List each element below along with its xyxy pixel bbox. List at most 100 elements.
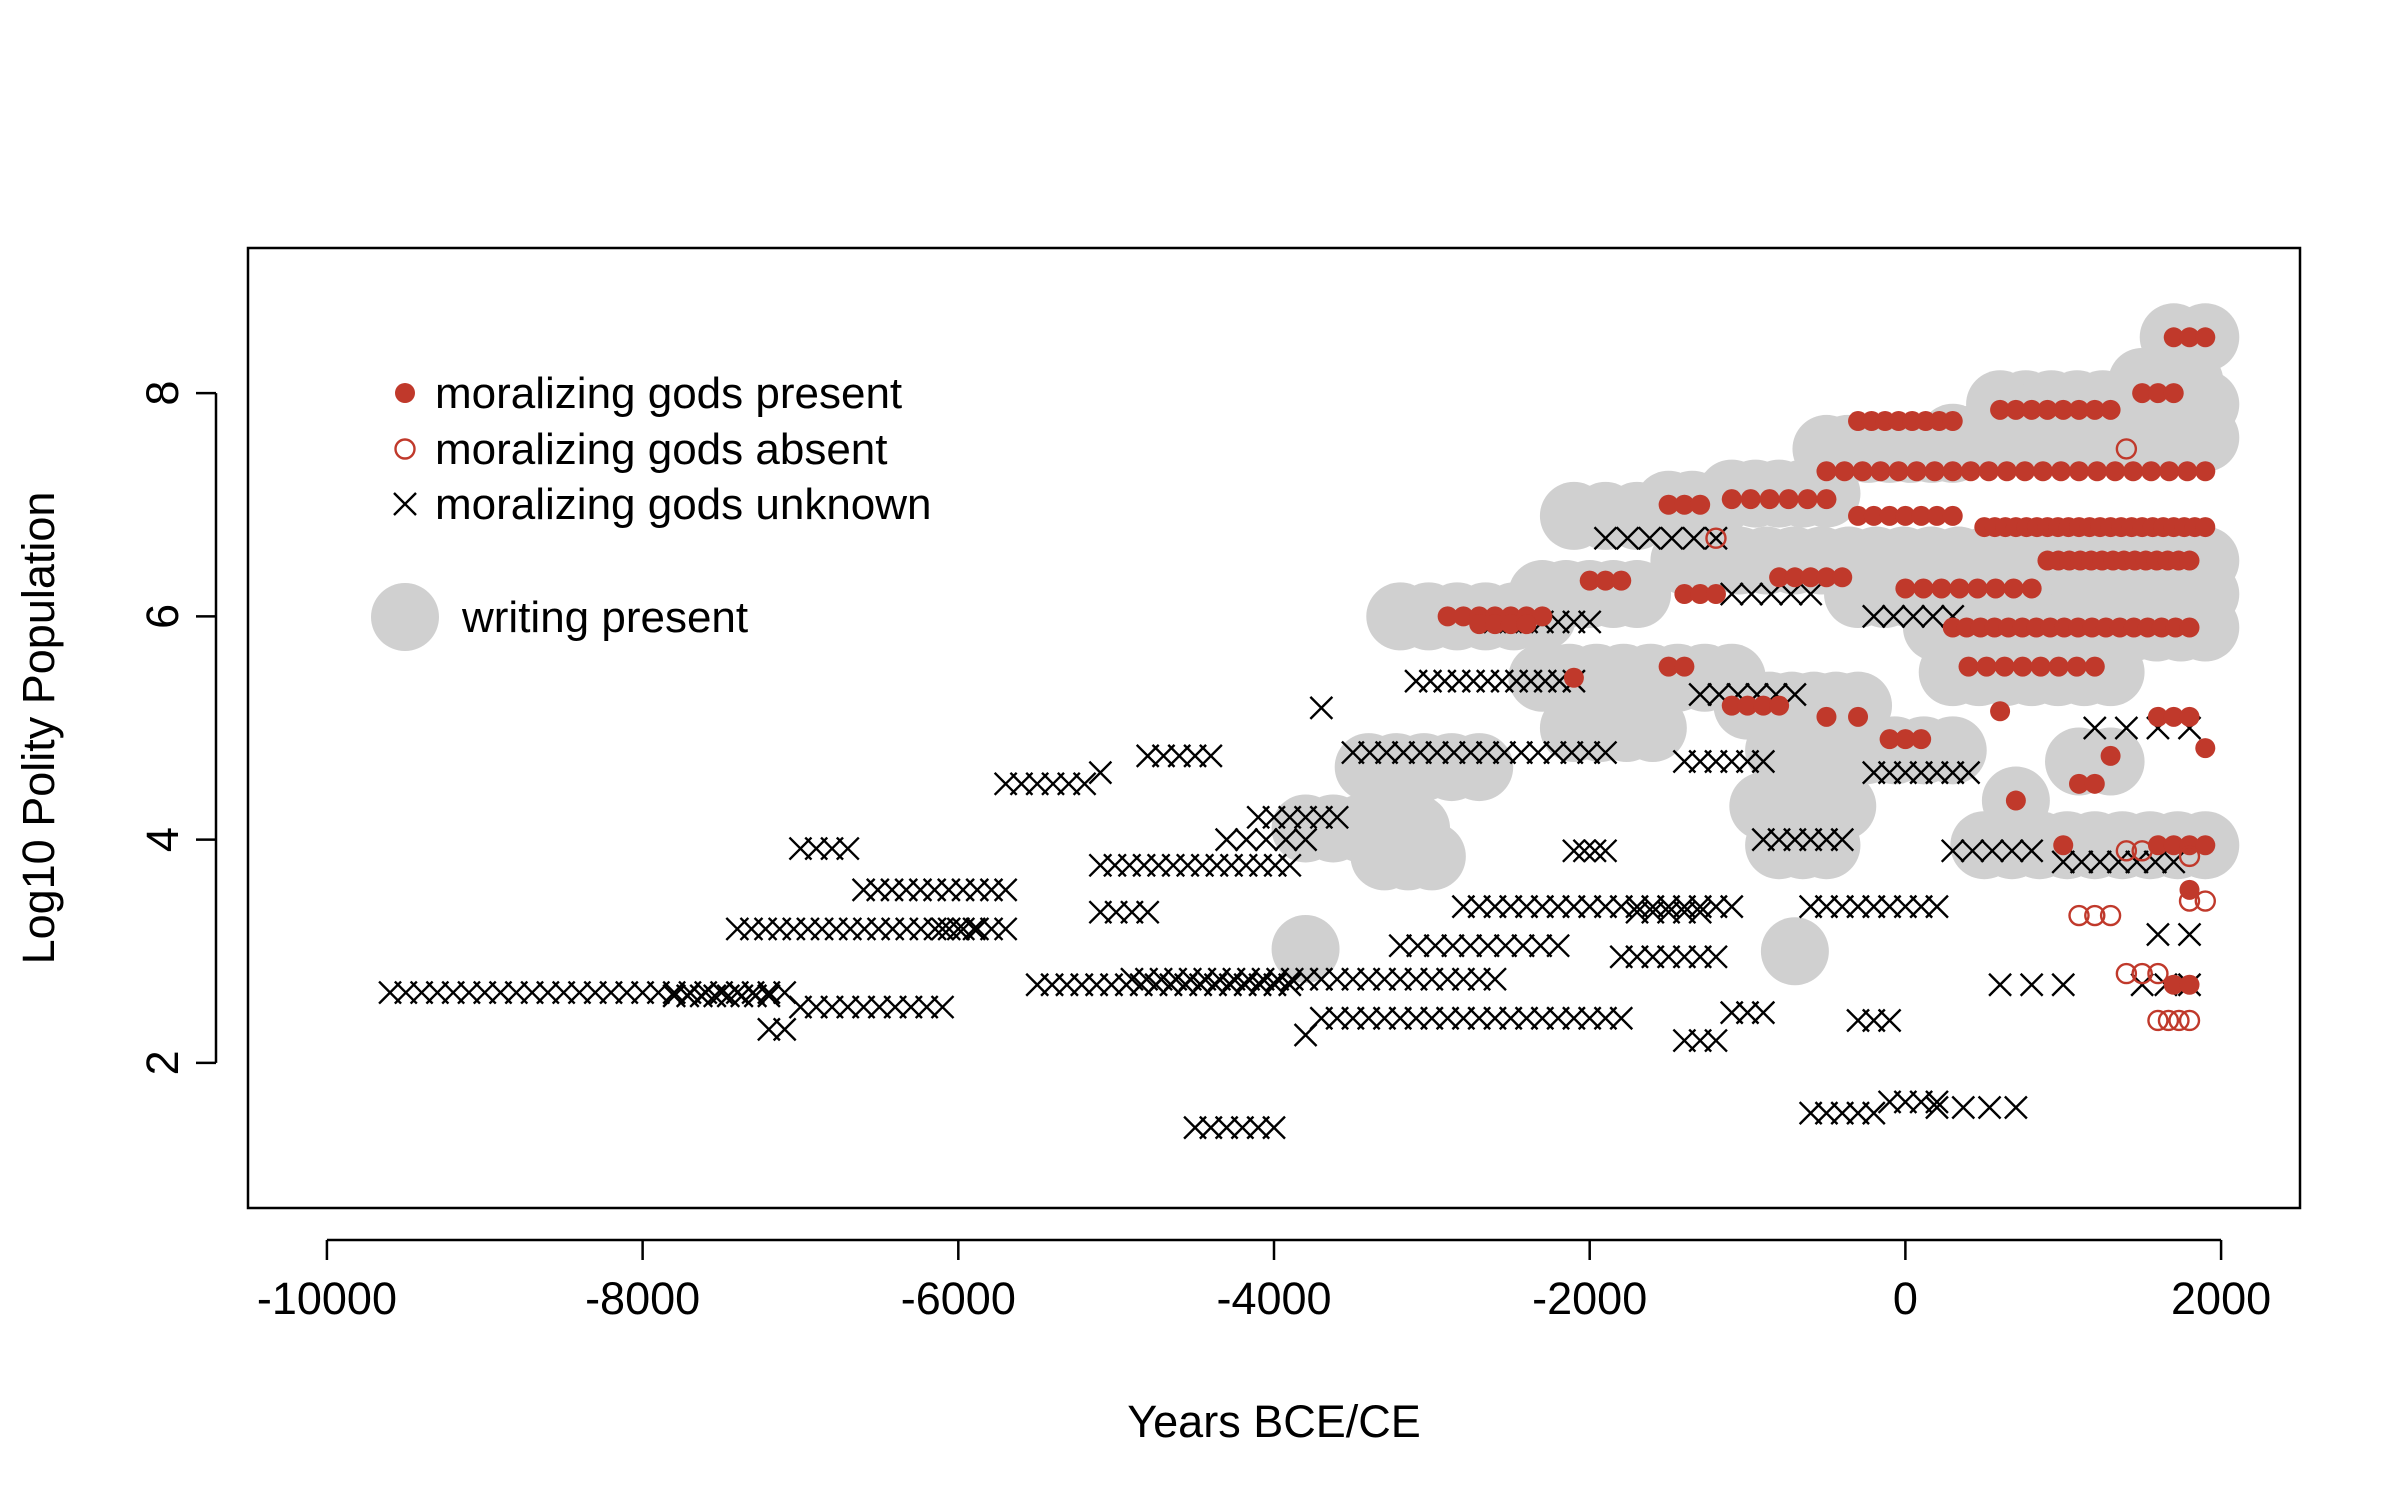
unknown-point <box>1135 900 1160 925</box>
present-point <box>2147 383 2168 404</box>
present-point <box>2177 461 2198 482</box>
present-point <box>2147 835 2168 856</box>
present-point <box>1753 695 1774 716</box>
unknown-point <box>1562 838 1586 863</box>
unknown-point <box>1980 838 2005 863</box>
absent-point <box>2099 904 2122 927</box>
unknown-point <box>1704 944 1728 969</box>
present-point <box>1931 578 1952 599</box>
unknown-point <box>2051 850 2076 874</box>
unknown-point <box>993 878 1018 902</box>
present-point <box>1924 461 1945 482</box>
unknown-point <box>1925 1095 1949 1120</box>
present-point <box>1906 461 1927 482</box>
writing-point <box>2171 593 2240 662</box>
unknown-point <box>1704 1028 1728 1053</box>
unknown-point <box>1593 838 1618 863</box>
x-tick-label: -2000 <box>1532 1273 1647 1324</box>
unknown-point <box>1546 933 1570 958</box>
present-point <box>1996 461 2017 482</box>
unknown-point <box>2004 1095 2028 1120</box>
absent-point <box>2115 962 2138 985</box>
present-point <box>1484 614 1505 635</box>
unknown-point <box>1940 838 1965 863</box>
absent-point <box>2178 845 2201 868</box>
absent-point <box>2131 962 2153 985</box>
present-point <box>2054 617 2075 638</box>
present-point <box>1895 729 1916 750</box>
present-point <box>2109 617 2130 638</box>
present-point <box>1469 614 1490 635</box>
present-point <box>1800 567 1821 588</box>
unknown-point <box>1374 740 1399 765</box>
present-point <box>2053 399 2074 420</box>
x-tick-label: -6000 <box>901 1273 1016 1324</box>
unknown-point <box>1751 749 1776 774</box>
present-point <box>1690 584 1711 605</box>
writing-point <box>2155 347 2224 416</box>
y-tick-label: 2 <box>137 1050 188 1075</box>
unknown-point <box>1877 1008 1902 1033</box>
present-point <box>2040 617 2061 638</box>
present-point <box>1942 461 1963 482</box>
present-point <box>2005 399 2026 420</box>
unknown-point <box>2146 922 2170 947</box>
present-point <box>1832 567 1853 588</box>
unknown-point <box>2143 850 2168 874</box>
unknown-point <box>962 917 986 941</box>
present-point <box>1879 729 1900 750</box>
unknown-point <box>1739 582 1764 606</box>
legend-item: moralizing gods unknown <box>393 480 932 529</box>
unknown-point <box>1509 740 1534 765</box>
present-point <box>1852 461 1873 482</box>
x-tick-label: 2000 <box>2171 1273 2271 1324</box>
present-point <box>2082 617 2103 638</box>
unknown-point <box>1751 1000 1776 1025</box>
unknown-point <box>1273 827 1298 852</box>
present-point <box>2147 706 2168 727</box>
absent-point <box>2157 1009 2180 1032</box>
unknown-point <box>662 984 687 1008</box>
unknown-point <box>2114 716 2139 740</box>
unknown-point <box>2051 972 2076 997</box>
unknown-point <box>1408 740 1433 765</box>
present-point <box>2100 745 2121 766</box>
absent-point <box>2147 962 2169 985</box>
unknown-point <box>930 995 955 1019</box>
present-point <box>2084 773 2105 794</box>
unknown-point <box>1977 1095 2002 1120</box>
present-point <box>1913 578 1934 599</box>
present-point <box>1705 584 1726 605</box>
unknown-point <box>835 836 860 861</box>
present-point <box>2053 835 2074 856</box>
absent-point <box>2168 1009 2190 1032</box>
present-point <box>1658 494 1679 515</box>
unknown-point <box>2088 850 2112 874</box>
unknown-point <box>2082 716 2107 740</box>
present-point <box>2021 578 2042 599</box>
present-point <box>2137 617 2158 638</box>
unknown-point <box>702 984 727 1008</box>
unknown-point <box>1483 967 1507 992</box>
y-tick-label: 4 <box>137 827 188 852</box>
absent-point <box>1705 527 1727 549</box>
unknown-point <box>1988 972 2012 997</box>
unknown-point <box>1572 838 1597 863</box>
present-point <box>2087 461 2108 482</box>
present-point <box>1778 489 1799 510</box>
present-point <box>1888 461 1909 482</box>
absent-point <box>2131 840 2153 862</box>
x-tick-label: -4000 <box>1216 1273 1331 1324</box>
present-point <box>2095 617 2116 638</box>
present-point <box>1437 606 1458 627</box>
present-point <box>2003 578 2024 599</box>
unknown-point <box>1072 771 1097 796</box>
writing-point <box>1271 915 1340 984</box>
present-point <box>2012 656 2033 677</box>
unknown-point <box>1659 526 1684 551</box>
present-point <box>2021 399 2042 420</box>
unknown-point <box>1293 827 1318 852</box>
present-point <box>2195 738 2216 759</box>
unknown-point <box>1341 740 1365 765</box>
